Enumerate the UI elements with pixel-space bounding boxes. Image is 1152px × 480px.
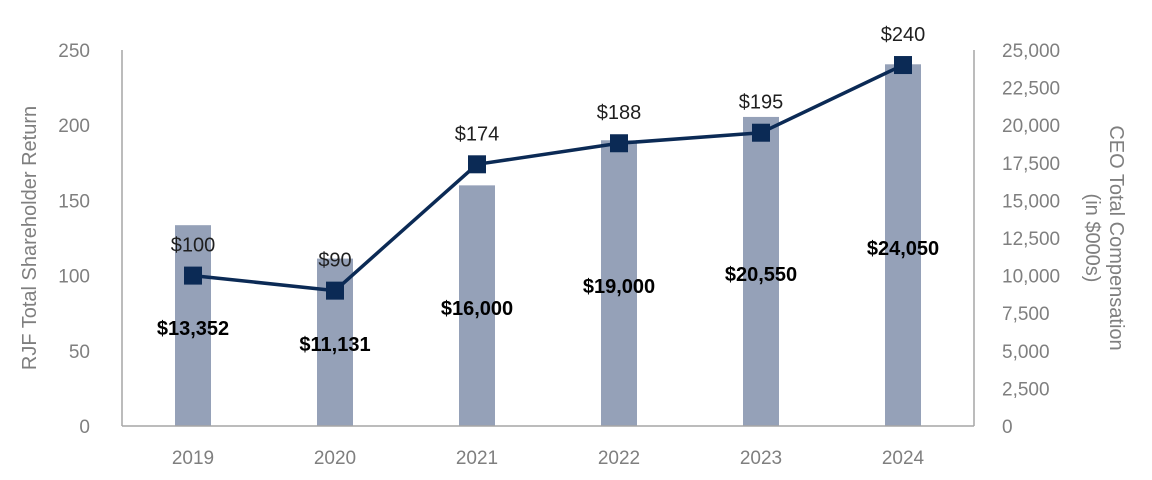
tsr-marker-2020	[326, 281, 344, 300]
right-tick-label: 25,000	[1002, 41, 1060, 62]
tsr-marker-2019	[184, 266, 202, 285]
right-tick-label: 7,500	[1002, 304, 1050, 325]
bar-2021	[459, 185, 495, 426]
tsr-label-2020: $90	[318, 250, 351, 272]
line-layer	[184, 56, 912, 300]
right-tick-label: 22,500	[1002, 79, 1060, 100]
x-tick-label-2019: 2019	[172, 448, 214, 469]
right-tick-label: 20,000	[1002, 116, 1060, 137]
left-tick-label: 150	[58, 191, 90, 212]
comp-label-2023: $20,550	[725, 264, 797, 286]
right-tick-label: 0	[1002, 417, 1013, 438]
bar-2024	[885, 64, 921, 427]
right-tick-label: 15,000	[1002, 191, 1060, 212]
labels-layer: $100 $90 $174 $188 $195 $240 $13,352 $11,131 $16…	[157, 24, 939, 356]
tsr-label-2019: $100	[171, 235, 216, 257]
right-tick-label: 17,500	[1002, 154, 1060, 175]
right-tick-label: 10,000	[1002, 267, 1060, 288]
bar-2019	[175, 225, 211, 426]
right-tick-label: 5,000	[1002, 342, 1050, 363]
left-tick-label: 200	[58, 116, 90, 137]
bars-layer	[175, 64, 921, 427]
bar-2023	[743, 116, 779, 426]
tsr-label-2022: $188	[597, 102, 642, 124]
tsr-marker-2024	[894, 56, 912, 75]
left-tick-label: 0	[79, 417, 90, 438]
x-tick-label-2021: 2021	[456, 448, 498, 469]
tsr-label-2021: $174	[455, 123, 500, 145]
left-tick-label: 50	[69, 342, 90, 363]
right-axis-title: CEO Total Compensation (in $000s)	[1081, 125, 1127, 350]
right-tick-label: 12,500	[1002, 229, 1060, 250]
x-tick-label-2023: 2023	[740, 448, 782, 469]
axes-layer: 0 50 100 150 200 250 0 2,500 5,000 7,500 10,000 12,…	[58, 41, 1060, 469]
right-tick-label: 2,500	[1002, 379, 1050, 400]
x-tick-label-2020: 2020	[314, 448, 356, 469]
tsr-label-2024: $240	[881, 24, 926, 46]
tsr-label-2023: $195	[739, 92, 784, 114]
comp-label-2022: $19,000	[583, 276, 655, 298]
x-tick-label-2024: 2024	[882, 448, 925, 469]
tsr-marker-2023	[752, 123, 770, 142]
comp-label-2020: $11,131	[299, 334, 370, 356]
left-tick-label: 100	[58, 267, 90, 288]
comp-label-2021: $16,000	[441, 298, 513, 320]
left-tick-label: 250	[58, 41, 90, 62]
right-axis-title-line1: CEO Total Compensation	[1105, 125, 1127, 350]
comp-label-2019: $13,352	[157, 318, 229, 340]
right-axis-title-line2: (in $000s)	[1081, 194, 1103, 283]
tsr-line	[192, 63, 904, 293]
x-tick-label-2022: 2022	[598, 448, 640, 469]
tsr-marker-2022	[610, 134, 628, 153]
bar-2022	[601, 140, 637, 427]
tsr-marker-2021	[468, 155, 486, 174]
comp-label-2024: $24,050	[867, 238, 939, 260]
left-axis-title: RJF Total Shareholder Return	[19, 106, 41, 370]
